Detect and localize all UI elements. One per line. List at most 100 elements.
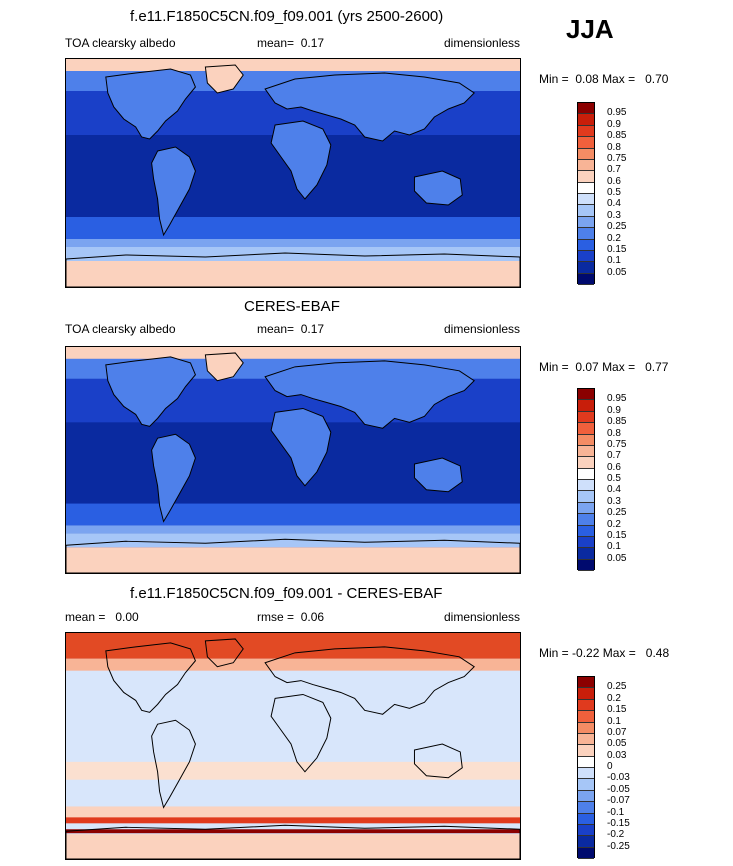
colorbar-tick-label: 0.95	[607, 393, 627, 405]
arctic-edge	[66, 658, 520, 671]
colorbar-tick-label: 0.7	[607, 450, 621, 462]
panel-1-map	[65, 58, 521, 288]
panel-2-variable-label: TOA clearsky albedo	[65, 322, 176, 336]
southern-edge	[66, 239, 520, 247]
coastline	[270, 120, 332, 200]
panel-3-mean-label: mean = 0.00	[65, 610, 139, 624]
colorbar-swatch	[578, 502, 594, 515]
coastline	[66, 824, 520, 859]
colorbar-swatch	[578, 103, 594, 115]
colorbar-tick-label: 0.75	[607, 152, 627, 164]
southern-band	[66, 503, 520, 526]
colorbar-swatch	[578, 182, 594, 194]
colorbar-tick-label: 0.1	[607, 255, 621, 267]
southern-edge	[66, 525, 520, 534]
coastline	[66, 252, 520, 287]
colorbar-tick-label: 0.1	[607, 715, 621, 727]
panel-3-colorbar	[577, 676, 595, 859]
colorbar-tick-label: 0.07	[607, 726, 627, 738]
coastline	[204, 352, 244, 382]
panel-1-mean-label: mean= 0.17	[257, 36, 325, 50]
antarctica-fill	[66, 547, 520, 573]
colorbar-swatch	[578, 239, 594, 251]
colorbar-tick-label: -0.2	[607, 829, 625, 841]
coastline	[270, 693, 332, 773]
coastline	[413, 457, 463, 493]
colorbar-tick-label: 0.15	[607, 243, 627, 255]
panel-1-variable-label: TOA clearsky albedo	[65, 36, 176, 50]
colorbar-swatch	[578, 813, 594, 825]
colorbar-tick-label: 0.15	[607, 704, 627, 716]
colorbar-swatch	[578, 228, 594, 240]
colorbar-tick-label: 0.5	[607, 187, 621, 198]
panel-2-colorbar	[577, 388, 595, 571]
colorbar-tick-label: 0.3	[607, 209, 621, 221]
arctic-band	[66, 59, 520, 71]
colorbar-swatch	[578, 411, 594, 424]
panel-3-rmse-label: rmse = 0.06	[257, 610, 325, 624]
colorbar-swatch	[578, 722, 594, 734]
colorbar-swatch	[578, 677, 594, 689]
panel-1-units: dimensionless	[444, 36, 521, 50]
coastline	[204, 638, 244, 668]
colorbar-tick-label: 0.03	[607, 749, 627, 761]
antarctic-edge	[66, 533, 520, 548]
panel-1-minmax: Min = 0.08 Max = 0.70	[539, 72, 669, 86]
colorbar-swatch	[578, 205, 594, 217]
colorbar-tick-label: 0.4	[607, 198, 621, 210]
arctic-band	[66, 347, 520, 359]
colorbar-tick-label: 0.05	[607, 738, 627, 750]
coastline	[105, 356, 197, 427]
colorbar-swatch	[578, 779, 594, 791]
panel-3-rmse-value: 0.06	[300, 610, 325, 624]
season-label: JJA	[566, 14, 614, 44]
colorbar-tick-label: 0.05	[607, 552, 627, 564]
colorbar-tick-label: 0.25	[607, 507, 627, 519]
colorbar-swatch	[578, 733, 594, 746]
colorbar-tick-label: 0.8	[607, 141, 621, 153]
coastline	[264, 360, 475, 429]
colorbar-tick-label: -0.03	[607, 772, 630, 784]
panel-1-title: f.e11.F1850C5CN.f09_f09.001 (yrs 2500-26…	[130, 8, 444, 25]
coastline	[151, 719, 196, 809]
colorbar-tick-label: -0.15	[607, 817, 630, 829]
colorbar-swatch	[578, 400, 594, 412]
map-plot	[66, 59, 520, 287]
colorbar-tick-label: -0.05	[607, 783, 630, 795]
colorbar-swatch	[578, 273, 594, 285]
colorbar-swatch	[578, 125, 594, 138]
coastline	[270, 407, 332, 487]
colorbar-tick-label: 0.1	[607, 541, 621, 553]
colorbar-tick-label: 0	[607, 761, 613, 772]
coastline	[264, 646, 475, 715]
colorbar-swatch	[578, 137, 594, 149]
colorbar-tick-label: 0.05	[607, 266, 627, 278]
coastline	[413, 170, 463, 206]
coastline	[105, 642, 197, 713]
panel-2-title: CERES-EBAF	[244, 298, 340, 315]
colorbar-swatch	[578, 548, 594, 560]
colorbar-swatch	[578, 699, 594, 712]
panel-2-minmax: Min = 0.07 Max = 0.77	[539, 360, 669, 374]
antarctic-line	[66, 829, 520, 834]
colorbar-swatch	[578, 768, 594, 780]
coastline	[264, 72, 475, 142]
colorbar-tick-label: 0.75	[607, 438, 627, 450]
colorbar-swatch	[578, 491, 594, 503]
colorbar-tick-label: 0.7	[607, 164, 621, 176]
colorbar-tick-label: -0.1	[607, 806, 625, 818]
colorbar-tick-label: 0.5	[607, 473, 621, 484]
panel-2-map	[65, 346, 521, 574]
colorbar-tick-label: 0.8	[607, 427, 621, 439]
colorbar-swatch	[578, 836, 594, 848]
map-plot	[66, 347, 520, 573]
panel-3-map	[65, 632, 521, 860]
coastline	[151, 433, 196, 523]
colorbar-tick-label: 0.25	[607, 221, 627, 233]
colorbar-swatch	[578, 756, 594, 768]
colorbar-tick-label: 0.6	[607, 461, 621, 473]
colorbar-swatch	[578, 434, 594, 446]
colorbar-swatch	[578, 847, 594, 859]
panel-2-units: dimensionless	[444, 322, 521, 336]
subtropical-band	[66, 761, 520, 780]
